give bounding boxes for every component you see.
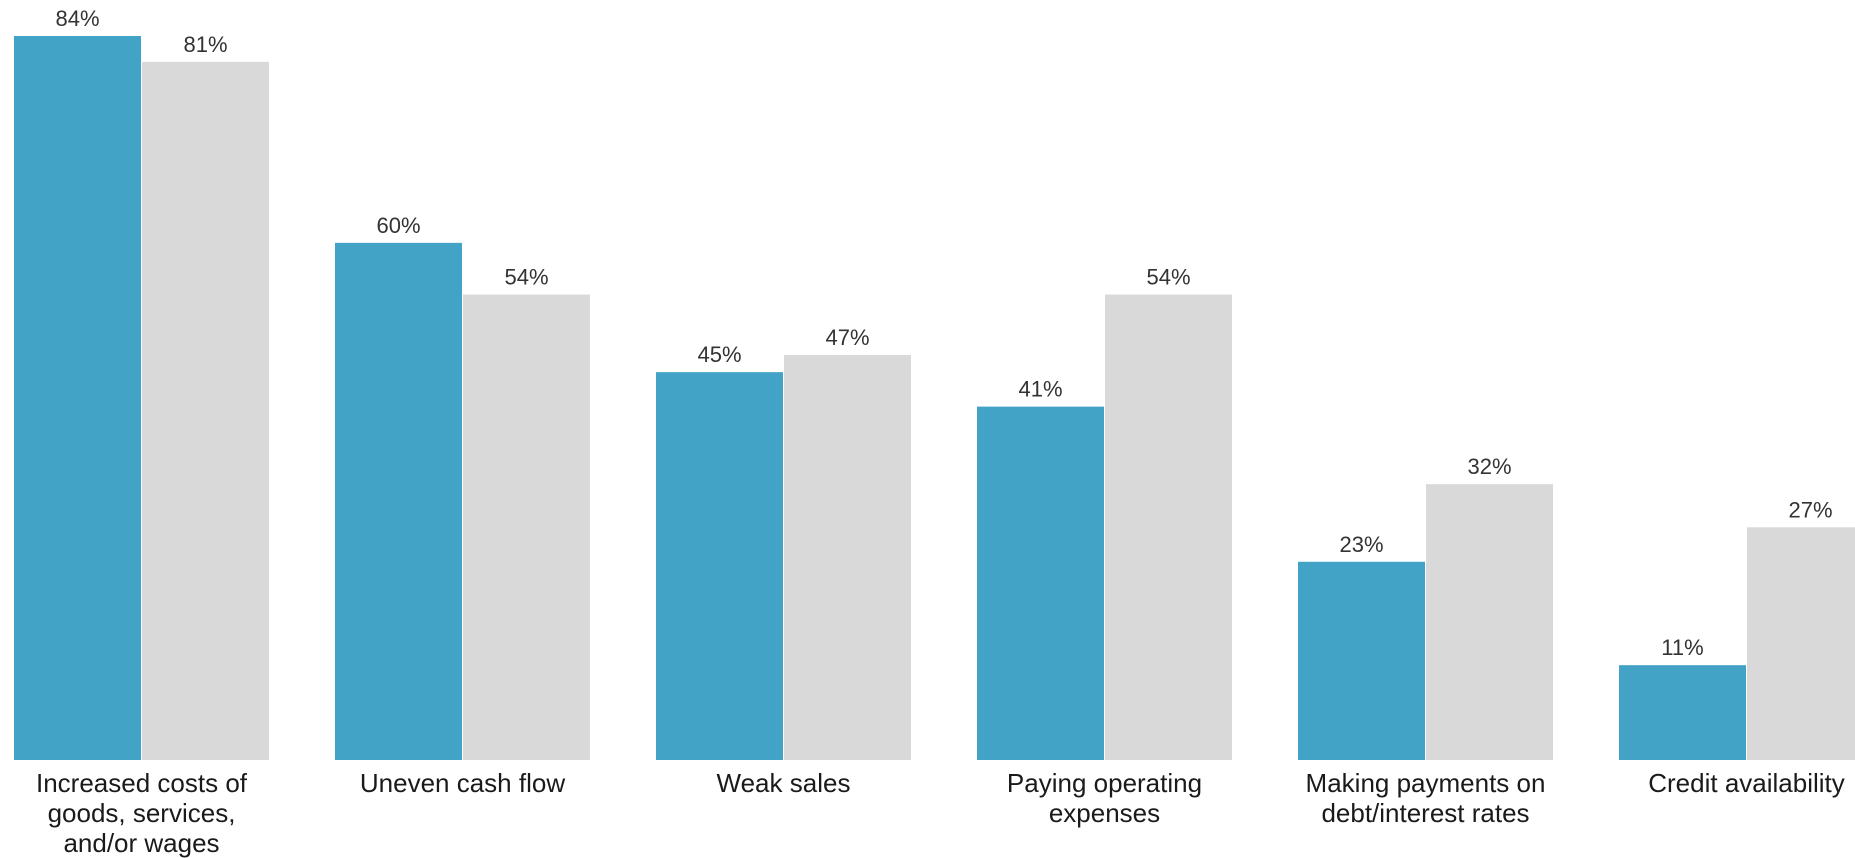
value-label-series-2-category-5: 32% (1467, 454, 1511, 479)
value-label-series-1-category-1: 84% (55, 6, 99, 31)
category-label-line: Increased costs of (36, 768, 248, 798)
value-label-series-2-category-1: 81% (183, 32, 227, 57)
category-label-line: Weak sales (717, 768, 851, 798)
bar-series-2-category-6 (1747, 527, 1855, 760)
value-label-series-1-category-5: 23% (1339, 532, 1383, 557)
value-label-series-1-category-3: 45% (697, 342, 741, 367)
category-labels-layer: Increased costs of goods, services, and/or… (36, 768, 1845, 858)
category-label-line: goods, services, (48, 798, 236, 828)
category-label-line: Paying operating (1007, 768, 1202, 798)
bar-series-1-category-2 (335, 242, 462, 760)
bar-series-2-category-1 (142, 61, 269, 761)
bar-series-1-category-1 (14, 36, 141, 760)
category-label-6: Credit availability (1648, 768, 1845, 798)
category-label-2: Uneven cash flow (360, 768, 565, 798)
bar-series-1-category-3 (656, 372, 783, 760)
value-label-series-1-category-4: 41% (1018, 377, 1062, 402)
category-label-3: Weak sales (717, 768, 851, 798)
bar-series-2-category-5 (1426, 484, 1553, 760)
value-label-series-2-category-6: 27% (1788, 497, 1832, 522)
bar-series-2-category-3 (784, 354, 911, 760)
category-label-line: Credit availability (1648, 768, 1845, 798)
category-label-5: Making payments on debt/interest rates (1306, 768, 1546, 828)
category-label-4: Paying operating expenses (1007, 768, 1202, 828)
category-label-1: Increased costs of goods, services, and/or… (36, 768, 248, 858)
bar-series-1-category-6 (1619, 665, 1746, 760)
value-label-series-2-category-2: 54% (504, 265, 548, 290)
bar-series-2-category-4 (1105, 294, 1232, 760)
category-label-line: Uneven cash flow (360, 768, 565, 798)
value-label-series-1-category-2: 60% (376, 213, 420, 238)
value-label-series-1-category-6: 11% (1661, 635, 1703, 660)
bar-series-2-category-2 (463, 294, 590, 760)
value-labels-layer: 84% 81% 60% 54% 45% 47% 41% 54% 23% 32% 11% 27% (55, 6, 1832, 660)
category-label-line: expenses (1049, 798, 1160, 828)
bar-series-1-category-5 (1298, 561, 1425, 760)
value-label-series-2-category-4: 54% (1146, 265, 1190, 290)
category-label-line: Making payments on (1306, 768, 1546, 798)
category-label-line: and/or wages (63, 828, 219, 858)
bars-layer (14, 36, 1855, 761)
category-label-line: debt/interest rates (1321, 798, 1529, 828)
bar-series-1-category-4 (977, 406, 1104, 760)
value-label-series-2-category-3: 47% (825, 325, 869, 350)
